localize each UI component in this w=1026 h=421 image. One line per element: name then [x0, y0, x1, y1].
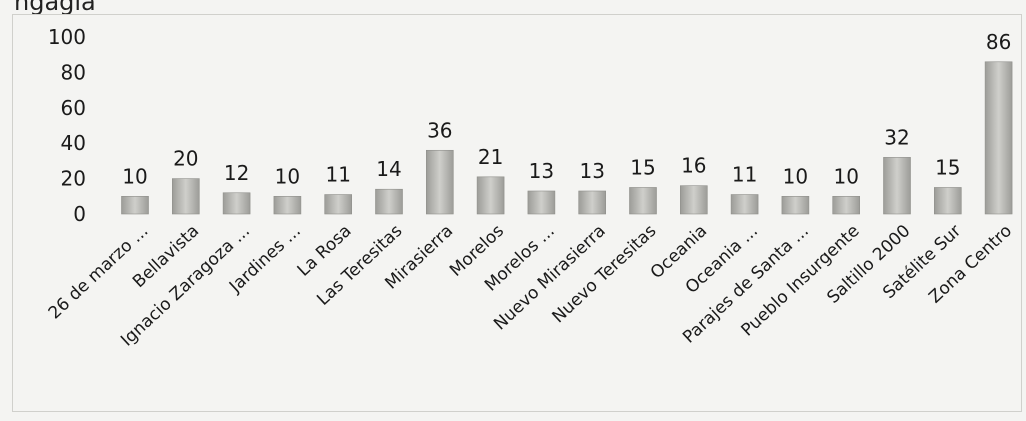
bar	[324, 194, 353, 215]
bar-value-label: 10	[122, 164, 147, 188]
bar	[730, 194, 759, 215]
bar	[121, 196, 149, 215]
bar-series: 10 20 12 10 11 14 36 21 13 13 15 16 11 10 10 32 15 86	[121, 30, 1013, 215]
bar	[222, 192, 251, 215]
bar-value-label: 13	[579, 159, 604, 183]
chart-frame	[12, 14, 1022, 412]
bar	[273, 196, 302, 215]
bar	[832, 196, 861, 215]
cropped-header-text: ngagia	[14, 0, 96, 16]
bar-value-label: 21	[478, 145, 503, 169]
bar-value-label: 10	[783, 164, 808, 188]
bar	[172, 178, 200, 215]
bar	[375, 188, 403, 215]
bar-value-label: 32	[884, 125, 909, 149]
y-tick-label: 0	[73, 202, 86, 226]
bar-value-label: 14	[376, 157, 401, 181]
bar-value-label: 15	[630, 155, 655, 179]
y-tick-label: 20	[61, 167, 86, 191]
bar-value-label: 15	[935, 155, 960, 179]
bar	[883, 157, 911, 215]
bar-value-label: 86	[986, 30, 1011, 54]
bar	[984, 61, 1013, 215]
bar-value-label: 36	[427, 118, 452, 142]
bar-value-label: 12	[224, 161, 249, 185]
y-tick-label: 100	[48, 25, 86, 49]
bar-value-label: 13	[529, 159, 554, 183]
y-tick-label: 40	[61, 131, 86, 155]
bar	[425, 149, 454, 215]
y-tick-label: 60	[61, 96, 86, 120]
bar	[781, 196, 810, 215]
bar	[578, 190, 607, 215]
bar-value-label: 11	[325, 163, 350, 187]
bar	[679, 185, 708, 215]
bar-value-label: 10	[833, 164, 858, 188]
y-tick-label: 80	[61, 60, 86, 84]
bar	[933, 187, 962, 215]
y-axis: 0 20 40 60 80 100	[48, 25, 86, 226]
bar-value-label: 20	[173, 147, 198, 171]
bar-value-label: 11	[732, 163, 757, 187]
bar-value-label: 16	[681, 154, 706, 178]
bar-value-label: 10	[275, 164, 300, 188]
bar	[476, 176, 505, 215]
bar	[629, 187, 657, 215]
bar	[527, 190, 556, 215]
